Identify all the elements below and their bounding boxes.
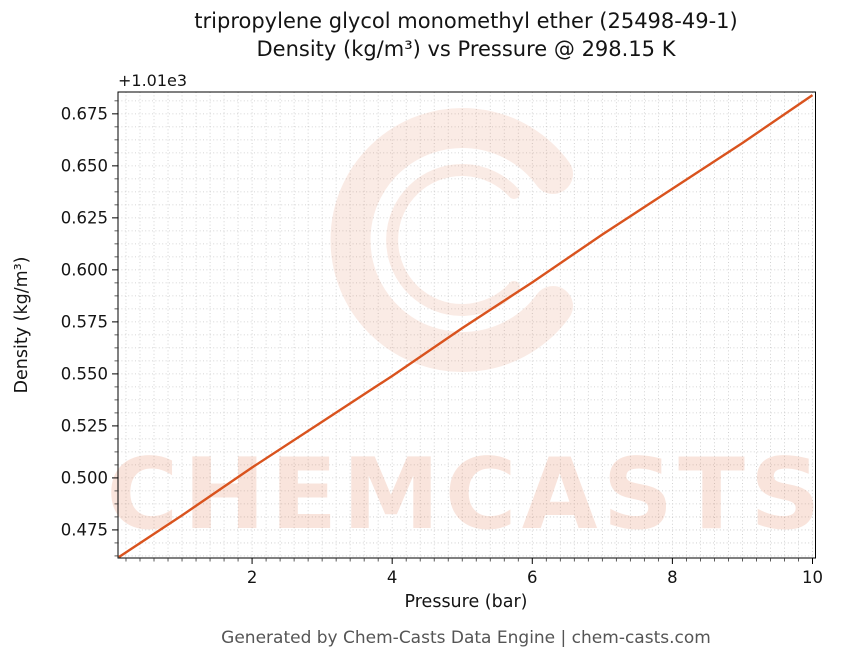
footer-credit: Generated by Chem-Casts Data Engine | ch… (221, 628, 711, 648)
y-tick-label: 0.675 (61, 104, 108, 123)
x-tick-label: 4 (387, 568, 398, 587)
chart-title-line1: tripropylene glycol monomethyl ether (25… (194, 9, 737, 33)
chemcasts-logo-watermark (330, 108, 573, 372)
y-axis-label: Density (kg/m³) (12, 257, 32, 394)
watermark-layer: CHEMCASTS (106, 108, 825, 552)
y-tick-label: 0.650 (61, 156, 108, 175)
grid-layer (118, 92, 816, 558)
x-tick-label: 2 (247, 568, 258, 587)
y-tick-label: 0.600 (61, 260, 108, 279)
x-tick-label: 8 (667, 568, 678, 587)
y-tick-label: 0.500 (61, 468, 108, 487)
y-axis-offset-label: +1.01e3 (118, 71, 187, 90)
x-tick-label: 10 (802, 568, 823, 587)
watermark-text: CHEMCASTS (106, 438, 825, 552)
y-tick-label: 0.550 (61, 364, 108, 383)
plot-spines (117, 91, 816, 559)
chart-title-line2: Density (kg/m³) vs Pressure @ 298.15 K (256, 37, 676, 61)
y-tick-label: 0.575 (61, 312, 108, 331)
text-layer: tripropylene glycol monomethyl ether (25… (12, 9, 738, 648)
x-axis-label: Pressure (bar) (405, 592, 528, 612)
y-tick-label: 0.475 (61, 520, 108, 539)
y-tick-label: 0.625 (61, 208, 108, 227)
density-series-line (118, 94, 814, 558)
y-tick-label: 0.525 (61, 416, 108, 435)
x-tick-label: 6 (527, 568, 538, 587)
series-layer (118, 94, 814, 558)
axes-layer: 2 4 6 8 10 0.475 0.500 0.525 0.550 0.575 0.600 0.62… (61, 91, 823, 587)
